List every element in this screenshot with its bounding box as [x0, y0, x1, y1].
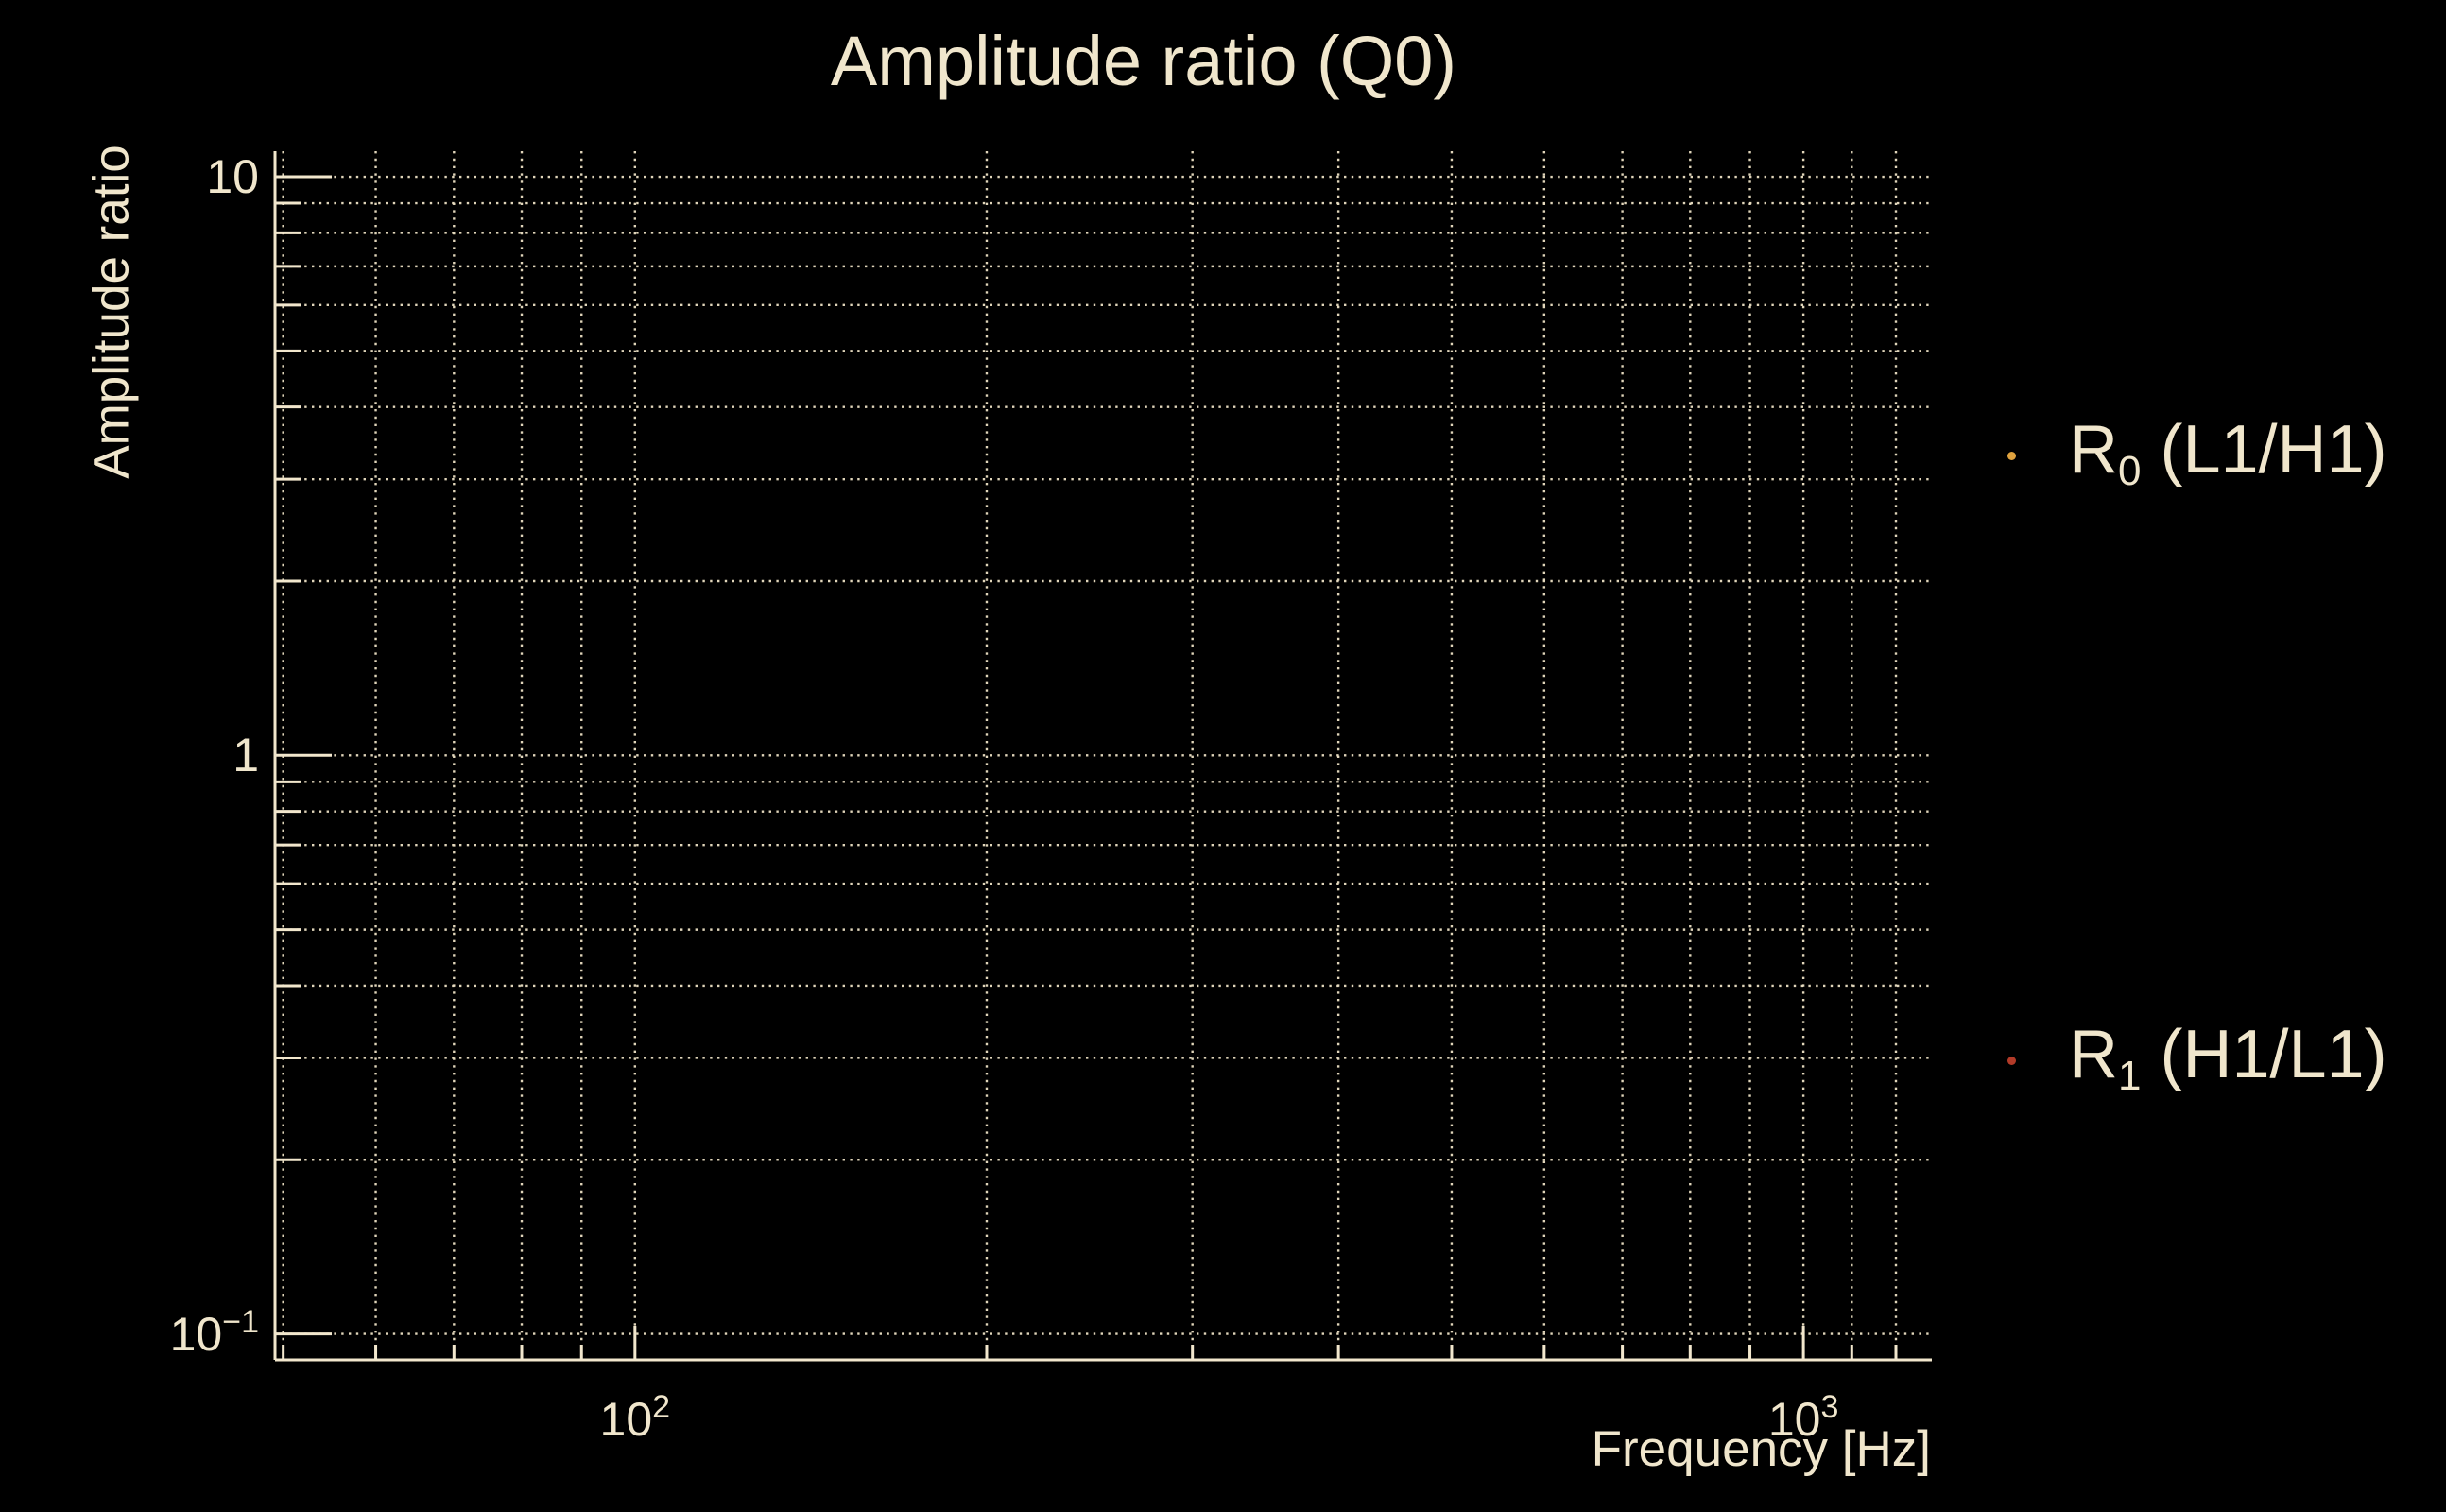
x-axis-label: Frequency [Hz]: [1591, 1421, 1931, 1477]
chart-title: Amplitude ratio (Q0): [830, 22, 1457, 100]
legend-entry-r1: R1 (H1/L1): [2007, 1016, 2387, 1100]
y-axis-label: Amplitude ratio: [83, 145, 140, 479]
x-tick-label: 103: [1767, 1389, 1839, 1446]
r0-marker-dot: [2007, 451, 2016, 460]
y-tick-label: 10−1: [169, 1303, 259, 1361]
r1-marker-dot: [2007, 1056, 2016, 1065]
legend-entry-r0: R0 (L1/H1): [2007, 411, 2387, 495]
legend-label-r0: R0 (L1/H1): [2069, 412, 2387, 495]
legend-label-r1: R1 (H1/L1): [2069, 1017, 2387, 1100]
y-tick-label: 1: [233, 729, 259, 782]
x-tick-label: 102: [599, 1389, 671, 1446]
y-tick-label: 10: [206, 150, 259, 204]
